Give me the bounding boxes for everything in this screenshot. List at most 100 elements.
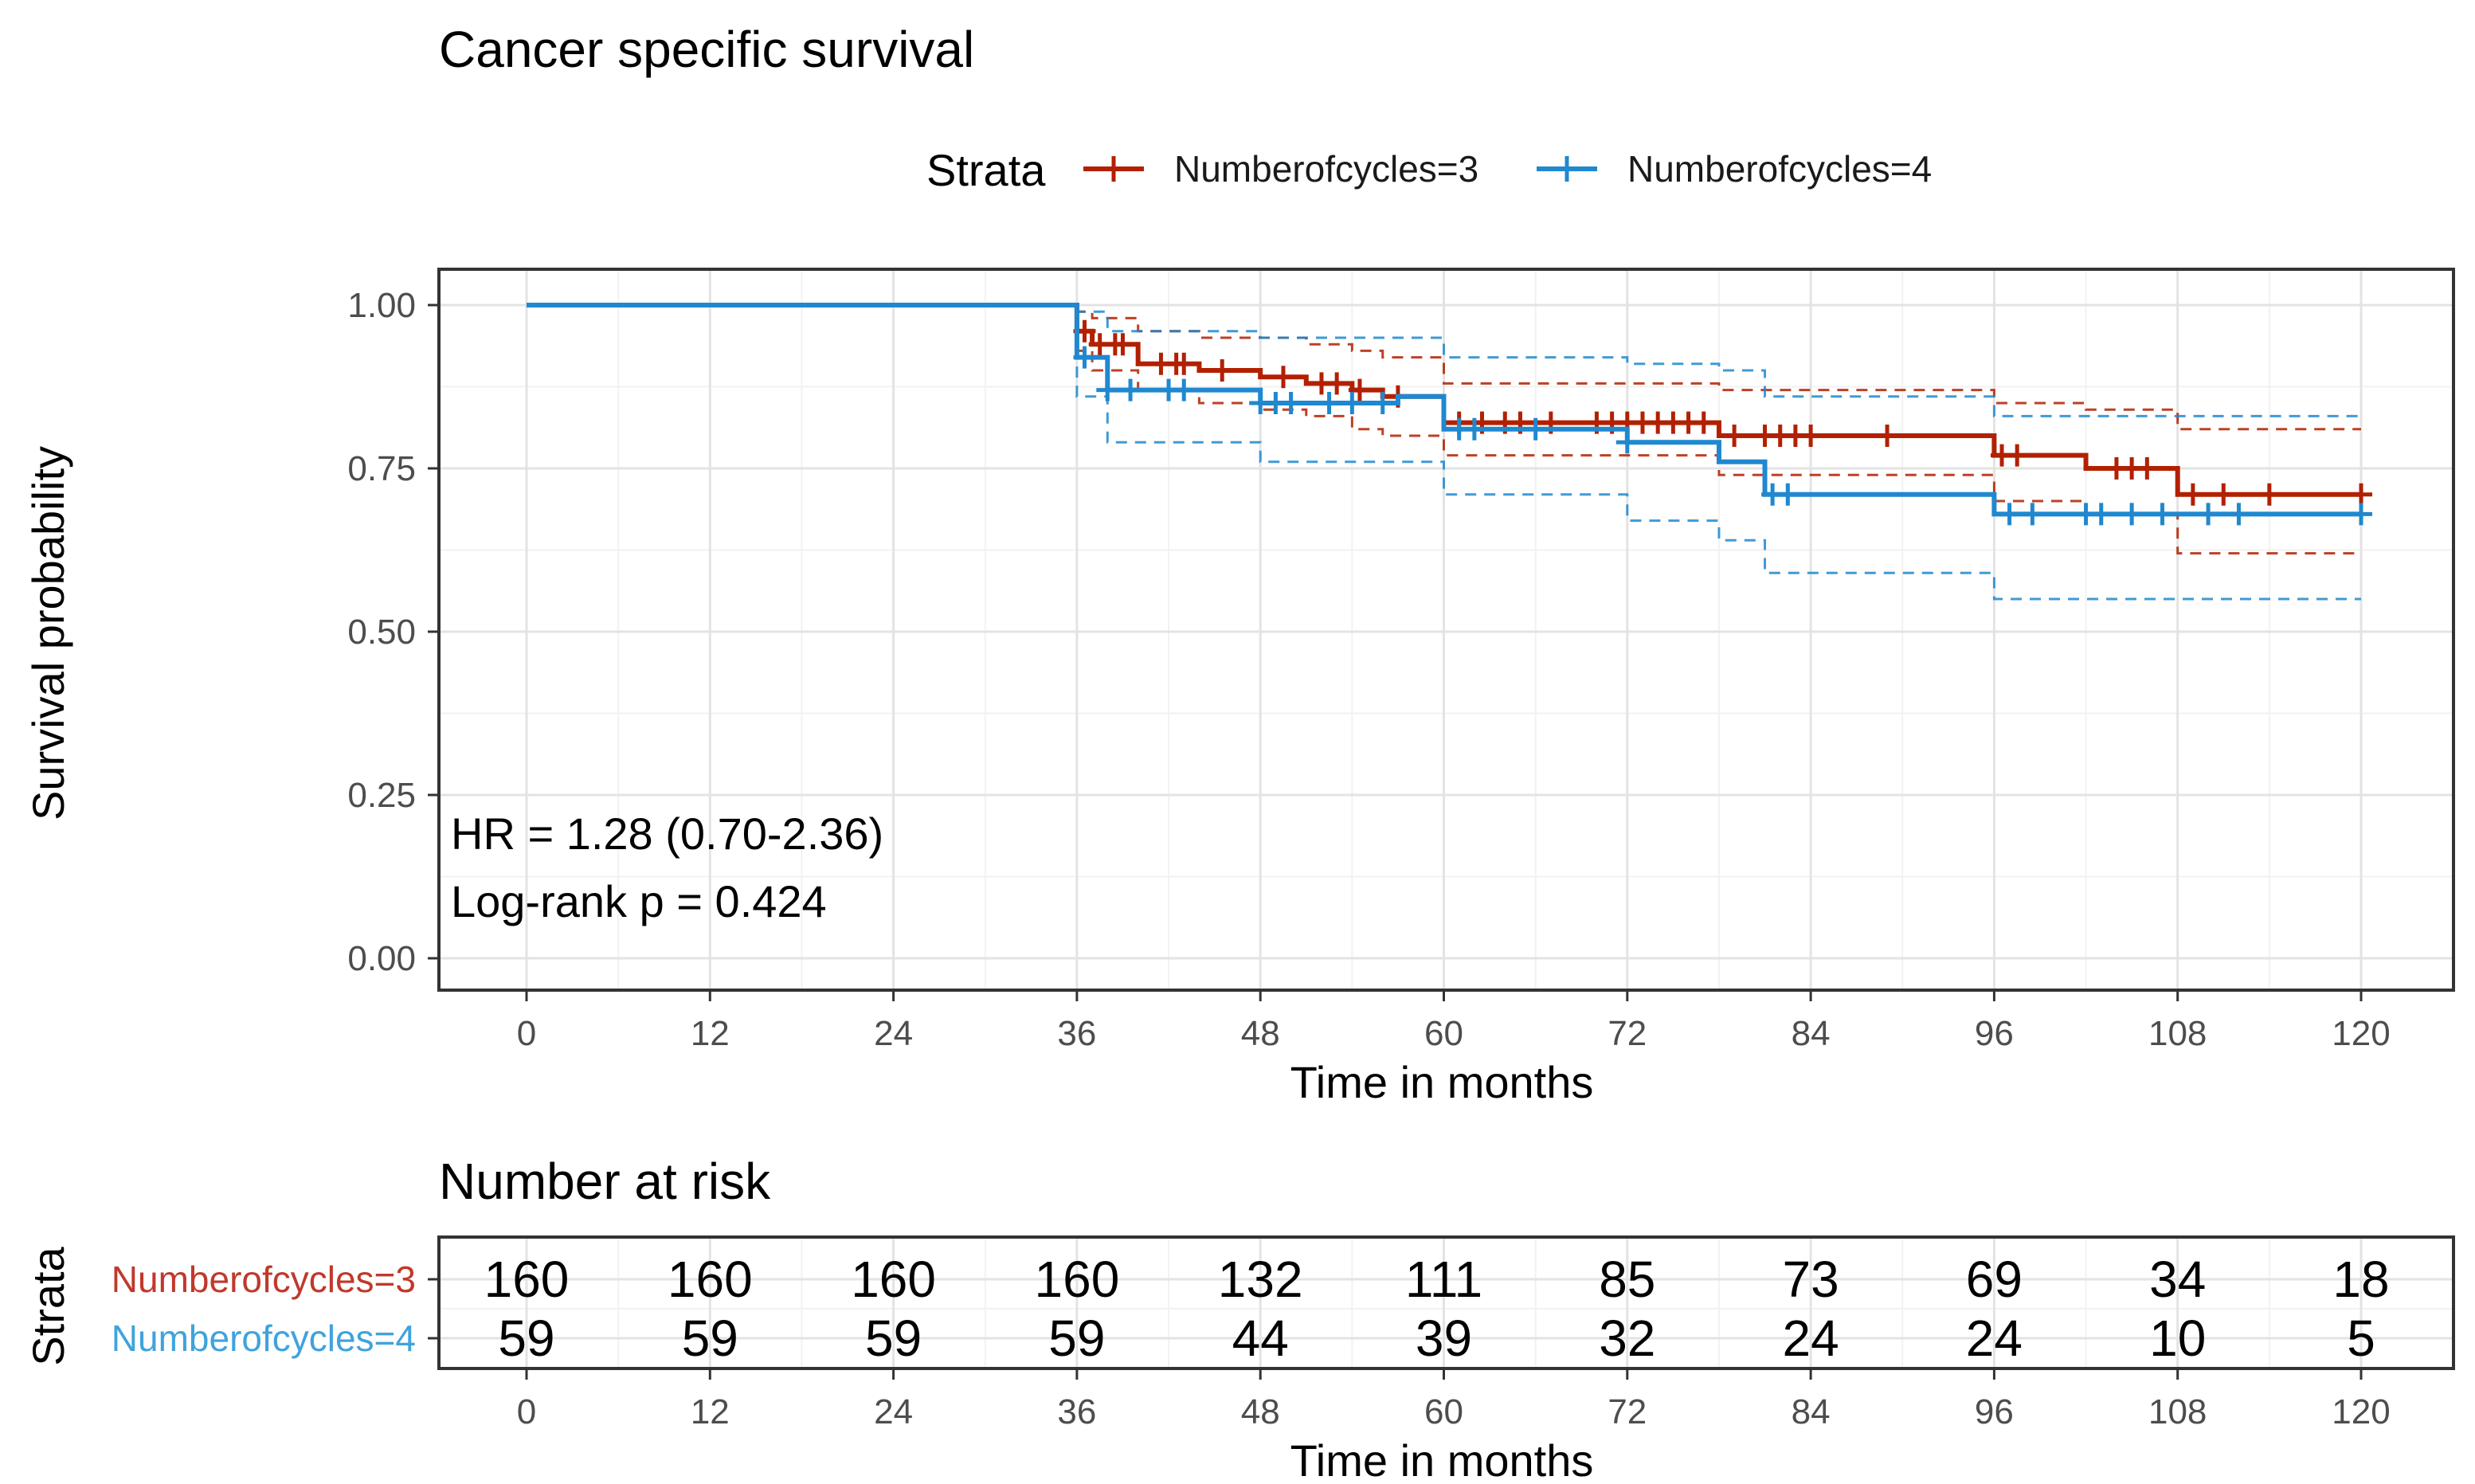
plot-background [439, 269, 2453, 990]
y-tick-label: 0.25 [347, 776, 416, 815]
risk-count: 24 [1783, 1310, 1839, 1367]
censor-mark [1371, 392, 1394, 414]
risk-count: 39 [1416, 1310, 1472, 1367]
y-tick-label: 1.00 [347, 286, 416, 325]
risk-x-tick-label: 120 [2332, 1392, 2390, 1431]
risk-x-tick-label: 84 [1792, 1392, 1831, 1431]
legend-label: Numberofcycles=4 [1627, 148, 1932, 190]
censor-mark [2151, 503, 2174, 526]
censor-mark [1326, 372, 1349, 395]
risk-x-tick-label: 48 [1241, 1392, 1280, 1431]
censor-mark [2350, 503, 2372, 526]
risk-table-border [437, 1235, 2455, 1370]
x-tick-label: 96 [1975, 1014, 2014, 1053]
x-tick-label: 60 [1424, 1014, 1463, 1053]
censor-mark [1318, 392, 1341, 414]
censor-mark [2136, 457, 2159, 480]
censor-mark [1692, 411, 1715, 434]
censor-mark [1348, 378, 1371, 401]
risk-row-label: Numberofcycles=3 [112, 1259, 416, 1300]
y-tick-label: 0.75 [347, 449, 416, 488]
x-tick-label: 48 [1241, 1014, 1280, 1053]
risk-count: 160 [1035, 1251, 1120, 1308]
series-1 [527, 303, 2372, 555]
risk-row-label: Numberofcycles=4 [112, 1318, 416, 1359]
risk-count: 132 [1218, 1251, 1303, 1308]
censor-mark [2197, 503, 2220, 526]
x-tick-label: 36 [1057, 1014, 1096, 1053]
risk-x-tick-label: 96 [1975, 1392, 2014, 1431]
risk-count: 24 [1966, 1310, 2023, 1367]
x-tick-label: 108 [2148, 1014, 2207, 1053]
x-tick-label: 0 [517, 1014, 536, 1053]
risk-x-tick-label: 36 [1057, 1392, 1096, 1431]
risk-table-title: Number at risk [439, 1153, 771, 1210]
censor-mark [1723, 425, 1746, 447]
x-axis-title: Time in months [1290, 1057, 1594, 1107]
censor-mark [1615, 431, 1639, 454]
censor-mark [2350, 483, 2372, 506]
legend-censor-swatch [1554, 156, 1580, 182]
censor-mark [2227, 503, 2250, 526]
risk-count: 160 [668, 1251, 753, 1308]
risk-x-tick-label: 24 [874, 1392, 913, 1431]
risk-count: 10 [2149, 1310, 2206, 1367]
chart-title: Cancer specific survival [439, 21, 974, 78]
censor-mark [2021, 503, 2044, 526]
legend: Strata Numberofcycles=3 Numberofcycles=4 [926, 145, 1932, 195]
risk-x-tick-label: 12 [691, 1392, 730, 1431]
risk-count: 59 [498, 1310, 554, 1367]
censor-mark [1463, 417, 1486, 441]
censor-mark [1073, 346, 1096, 369]
risk-count: 160 [484, 1251, 570, 1308]
y-tick-label: 0.50 [347, 613, 416, 652]
censor-mark [1799, 425, 1823, 447]
censor-mark [1279, 392, 1302, 414]
legend-label: Numberofcycles=3 [1174, 148, 1478, 190]
censor-mark [1173, 352, 1196, 375]
risk-count: 5 [2347, 1310, 2375, 1367]
censor-mark [1876, 425, 1899, 447]
censor-mark [1096, 378, 1119, 401]
risk-table-background [439, 1237, 2453, 1368]
censor-mark [2212, 483, 2235, 506]
logrank-annotation: Log-rank p = 0.424 [451, 876, 827, 926]
ci-upper-line [527, 303, 2361, 417]
risk-count: 18 [2332, 1251, 2389, 1308]
x-tick-label: 24 [874, 1014, 913, 1053]
censor-mark [1173, 378, 1196, 401]
risk-table-panel: 0 12 24 36 48 60 72 84 96 108 120 Numberofcycles=3 1… [112, 1235, 2455, 1431]
plot-panel: 0 12 24 36 48 60 72 84 96 108 120 0.00 0.25 0.50 0.75 1… [347, 268, 2455, 1053]
censor-mark [2181, 483, 2204, 506]
risk-count: 111 [1405, 1251, 1482, 1308]
hazard-ratio-annotation: HR = 1.28 (0.70-2.36) [451, 809, 883, 859]
legend-title: Strata [926, 145, 1046, 195]
risk-x-tick-label: 72 [1608, 1392, 1647, 1431]
risk-table-x-axis-title: Time in months [1290, 1435, 1594, 1484]
risk-x-tick-label: 60 [1424, 1392, 1463, 1431]
censor-mark [1341, 392, 1364, 414]
risk-count: 34 [2149, 1251, 2206, 1308]
censor-mark [1271, 366, 1294, 389]
censor-mark [1998, 503, 2021, 526]
y-tick-label: 0.00 [347, 939, 416, 978]
risk-count: 85 [1599, 1251, 1655, 1308]
y-axis-title: Survival probability [23, 446, 73, 820]
censor-mark [1211, 359, 1234, 382]
risk-count: 32 [1599, 1310, 1655, 1367]
risk-count: 44 [1232, 1310, 1289, 1367]
legend-item-1: Numberofcycles=3 [1083, 148, 1478, 190]
censor-mark [1776, 483, 1799, 506]
censor-mark [1119, 378, 1142, 401]
x-tick-label: 120 [2332, 1014, 2390, 1053]
censor-mark [2121, 503, 2144, 526]
censor-mark [1524, 417, 1547, 441]
censor-mark [1111, 333, 1134, 356]
legend-item-2: Numberofcycles=4 [1537, 148, 1932, 190]
risk-table-strata-axis-title: Strata [23, 1246, 73, 1365]
censor-mark [2089, 503, 2113, 526]
x-tick-label: 72 [1608, 1014, 1647, 1053]
censor-mark [2258, 483, 2281, 506]
survival-curve [527, 303, 2361, 517]
